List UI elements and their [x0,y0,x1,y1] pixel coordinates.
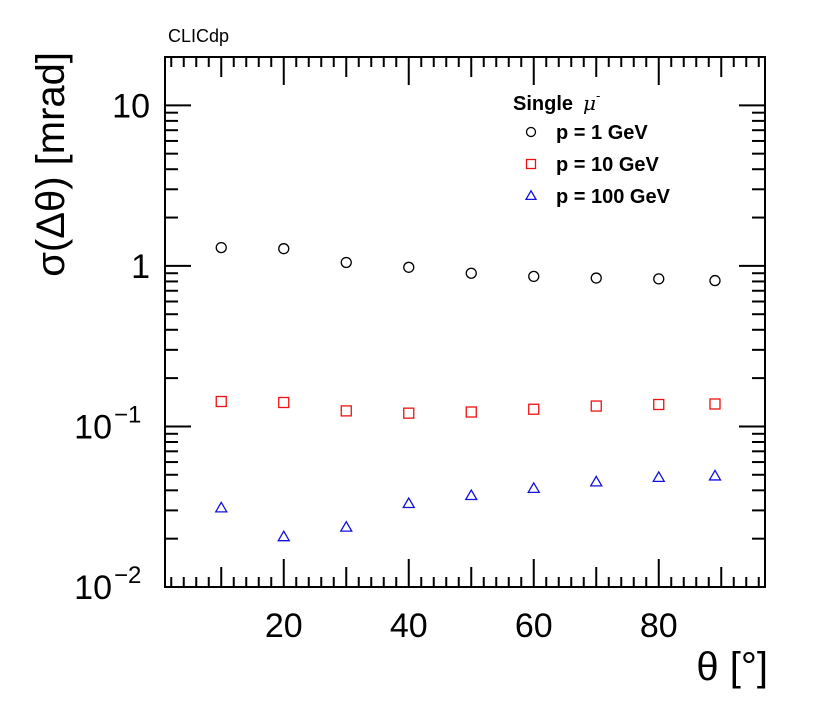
series-1 [215,395,721,419]
data-point [527,481,541,494]
legend-marker [524,189,538,201]
data-point [403,407,415,419]
legend-title-symbol-superscript: - [596,88,600,103]
data-point [214,501,228,513]
legend-title: Single [513,93,573,115]
data-point [215,395,227,408]
data-point [652,470,666,483]
x-tick-label: 60 [515,607,553,645]
data-point [590,272,602,284]
y-tick-label: 1 [131,248,150,286]
x-axis-title: θ [°] [696,645,768,689]
data-point [528,403,540,415]
legend-marker [525,126,537,138]
data-point [277,529,291,542]
legend: Single μ - p = 1 GeV p = 10 GeV p = 100 GeV [513,88,671,208]
data-point [590,400,602,412]
x-tick-label: 20 [265,607,303,645]
series-2 [214,469,722,542]
data-point [528,270,540,283]
legend-title-symbol: μ [583,91,596,115]
legend-entry-label: p = 1 GeV [556,122,648,144]
data-point [708,469,722,481]
data-point [465,406,477,418]
y-tick-label: 10 [112,87,150,125]
y-tick-label-exponent: −2 [114,562,141,589]
data-point [589,475,603,487]
data-point [339,520,353,532]
x-tick-label: 80 [640,607,678,645]
legend-entry-label: p = 100 GeV [556,186,671,208]
data-point [340,405,352,417]
data-point [653,273,665,285]
plot-frame [164,56,766,588]
data-point [403,261,415,273]
legend-marker [525,158,537,170]
series-0 [215,241,721,287]
x-tick-label: 40 [390,607,428,645]
legend-entry-label: p = 10 GeV [556,154,659,176]
data-point [709,398,721,410]
y-axis-title: σ(Δθ) [mrad] [29,52,73,277]
y-tick-label-exponent: −1 [114,401,141,428]
data-marks [214,241,722,542]
y-tick-label: 10 [74,408,112,446]
watermark-label: CLICdp [168,26,229,46]
data-point [465,267,477,279]
data-point [709,274,721,287]
data-point [278,396,290,409]
data-point [215,241,227,254]
data-point [278,243,290,255]
data-point [653,398,665,411]
y-tick-label: 10 [74,569,112,607]
data-point [402,496,416,509]
data-point [340,256,352,269]
data-point [464,488,478,501]
